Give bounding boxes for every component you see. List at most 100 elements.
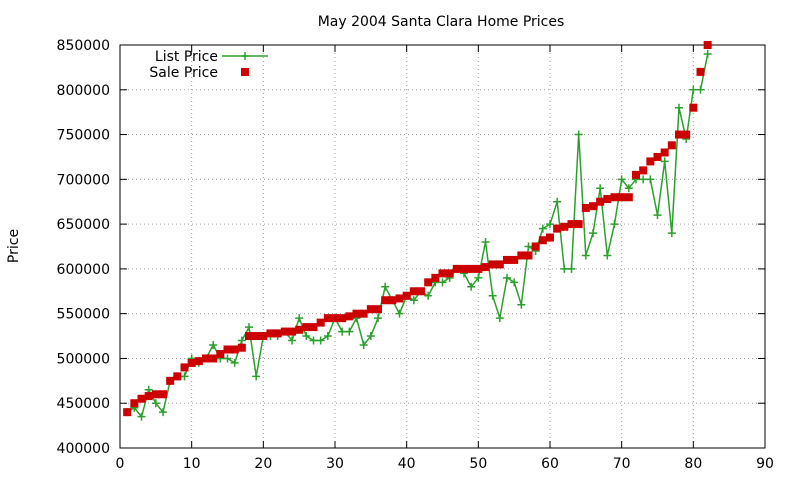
sale-price-point [639,166,648,175]
list-price-point [309,336,318,345]
list-price-point [481,238,490,247]
sale-price-point [667,141,676,150]
list-price-point [302,332,311,341]
sale-price-point [438,269,447,278]
sale-price-point [481,263,490,272]
list-price-point [474,273,483,282]
list-price-point [589,229,597,238]
series-1 [123,41,712,417]
list-price-point [159,408,167,417]
y-tick-label: 450000 [57,396,110,412]
sale-price-point [560,222,569,231]
list-price-point [438,278,447,287]
sale-price-point [646,157,655,166]
sale-price-point [517,251,526,260]
sale-price-point [180,363,189,372]
list-price-point [359,341,368,350]
sale-price-point [696,67,705,76]
y-tick-label: 850000 [57,38,110,54]
x-tick-label: 70 [613,456,631,472]
y-tick-label: 600000 [57,262,110,278]
list-price-point [230,358,239,367]
legend-plus-marker [241,52,249,60]
sale-price-point [194,357,203,366]
sale-price-point [273,329,282,338]
list-price-point [596,184,605,193]
sale-price-point [402,291,411,300]
sale-price-point [703,41,712,49]
sale-price-point [495,260,504,269]
sale-price-point [553,224,562,233]
legend-label: Sale Price [149,65,218,81]
sale-price-point [388,296,397,305]
list-price-point [488,291,497,300]
sale-price-point [316,318,325,327]
sale-price-point [295,325,304,334]
sale-price-point [524,251,533,260]
sale-price-point [144,392,153,401]
sale-price-point [603,195,612,204]
list-price-point [703,49,712,58]
sale-price-point [252,332,261,341]
list-price-point [209,341,218,350]
sale-price-point [531,242,540,251]
sale-price-point [166,376,175,385]
list-price-point [381,282,390,291]
x-tick-label: 10 [183,456,201,472]
x-tick-label: 0 [116,456,125,472]
sale-price-point [202,354,210,363]
series-0 [123,49,712,421]
list-price-point [510,278,519,287]
sale-price-point [682,130,691,139]
list-price-point [366,332,375,341]
y-tick-label: 650000 [57,217,110,233]
sale-price-point [323,314,332,323]
list-price-point [245,323,253,332]
axes: 400000 450000 500000 550000 600000 650000 7000… [57,38,774,472]
list-price-point [517,300,526,309]
sale-price-point [187,358,196,367]
sale-price-point [288,327,296,336]
list-price-point [538,224,547,233]
list-price-point [675,103,683,112]
list-price-point [395,309,404,318]
list-price-point [524,242,533,251]
list-price-point [546,220,554,229]
list-price-point [424,291,433,300]
sale-price-point [151,390,160,399]
list-price-point [689,85,698,94]
list-price-point [646,175,655,184]
list-price-point [345,327,354,336]
x-tick-label: 80 [684,456,702,472]
sale-price-point [374,305,382,314]
y-tick-label: 500000 [57,351,110,367]
sale-price-point [589,202,597,211]
list-price-point [553,197,562,206]
sale-price-point [352,309,361,318]
sale-price-point [417,287,425,296]
sale-price-point [546,233,554,242]
list-price-point [495,314,504,323]
sale-price-point [216,349,225,358]
y-tick-label: 800000 [57,83,110,99]
sale-price-point [467,264,476,273]
sale-price-point [689,103,698,112]
sale-price-point [610,193,619,202]
sale-price-point [660,148,669,157]
list-price-point [603,251,612,260]
y-tick-label: 400000 [57,441,110,457]
sale-price-point [617,193,626,202]
list-price-point [610,220,619,229]
list-price-point [560,264,569,273]
x-tick-label: 60 [541,456,559,472]
chart-title: May 2004 Santa Clara Home Prices [318,14,565,30]
sale-price-point [309,323,318,332]
sale-price-point [632,170,640,179]
legend-square-swatch [241,68,249,76]
y-tick-label: 700000 [57,172,110,188]
list-price-point [667,229,676,238]
sale-price-point [675,130,683,139]
list-price-point [316,336,325,345]
sale-price-point [624,193,633,202]
